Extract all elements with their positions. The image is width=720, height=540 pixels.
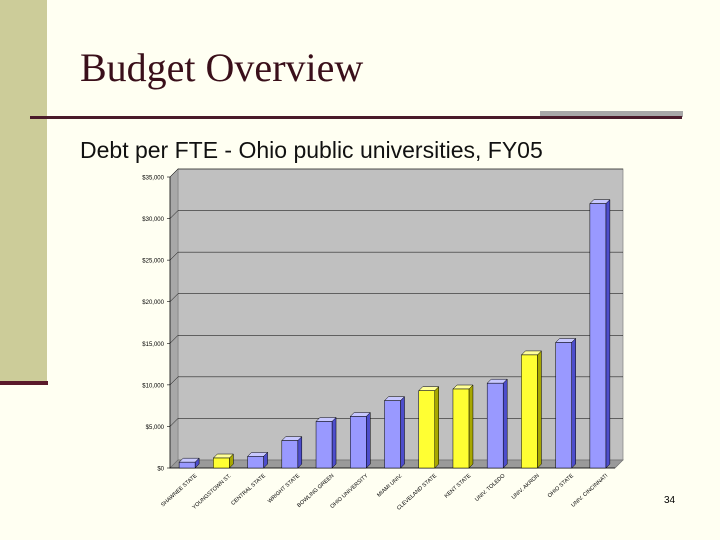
bar bbox=[247, 456, 264, 469]
bar bbox=[213, 457, 230, 469]
bar bbox=[555, 342, 572, 469]
gridline bbox=[169, 335, 623, 344]
x-tick-label: UNIV. AKRON bbox=[511, 473, 541, 501]
y-tick-label: $5,000 bbox=[146, 425, 165, 431]
x-tick-label: BOWLING GREEN bbox=[296, 473, 335, 509]
x-tick-label: UNIV. CINCINNATI bbox=[570, 473, 609, 509]
slide-sidebar bbox=[0, 0, 47, 384]
bar-side bbox=[605, 199, 611, 469]
y-tick-label: $30,000 bbox=[142, 217, 164, 223]
x-tick-label: KENT STATE bbox=[444, 473, 473, 500]
x-tick-label: OHIO STATE bbox=[547, 473, 575, 499]
sidebar-rule bbox=[0, 381, 48, 385]
bar-side bbox=[537, 350, 542, 469]
x-tick-label: UNIV. TOLEDO bbox=[474, 473, 507, 503]
bar bbox=[418, 390, 435, 469]
x-tick-label: CENTRAL STATE bbox=[230, 473, 267, 507]
bar-side bbox=[502, 378, 508, 469]
bar bbox=[178, 461, 196, 469]
bar-side bbox=[571, 337, 576, 469]
gridline bbox=[169, 251, 623, 261]
debt-per-fte-bar-chart: $0 $5,000 $10,000 $15,000 $20,000 $25,000 $30,… bbox=[142, 168, 624, 512]
bar-side bbox=[331, 416, 337, 469]
bar bbox=[589, 203, 607, 469]
x-tick-label: WRIGHT STATE bbox=[267, 473, 301, 505]
x-tick-label: OHIO UNIVERSITY bbox=[329, 473, 369, 510]
bar-side bbox=[366, 411, 371, 469]
y-tick-label: $35,000 bbox=[142, 176, 164, 182]
bar-side bbox=[297, 435, 303, 469]
bar bbox=[350, 416, 367, 469]
gridline bbox=[169, 168, 623, 178]
gridline bbox=[169, 293, 623, 302]
title-rule-accent bbox=[540, 111, 683, 117]
plot-side-wall bbox=[169, 168, 179, 469]
x-tick-label: YOUNGSTOWN ST. bbox=[192, 473, 234, 511]
y-tick-label: $15,000 bbox=[142, 342, 164, 348]
bar-side bbox=[400, 396, 405, 469]
bar bbox=[281, 440, 299, 469]
bar-side bbox=[468, 384, 474, 469]
x-tick-label: MIAMI UNIV. bbox=[376, 473, 404, 499]
gridline bbox=[169, 210, 623, 219]
bar bbox=[384, 400, 401, 469]
gridline bbox=[169, 376, 623, 386]
y-tick-label: $0 bbox=[157, 467, 164, 473]
bar bbox=[521, 354, 538, 469]
slide-subtitle: Debt per FTE - Ohio public universities,… bbox=[80, 137, 543, 163]
bar-side bbox=[434, 386, 439, 469]
bar bbox=[486, 382, 504, 469]
y-tick-label: $10,000 bbox=[142, 383, 164, 389]
page-number: 34 bbox=[664, 495, 676, 506]
bar bbox=[452, 388, 470, 469]
gridline bbox=[169, 418, 623, 427]
bar bbox=[315, 421, 333, 469]
x-tick-label: SHAWNEE STATE bbox=[160, 473, 198, 508]
y-tick-label: $25,000 bbox=[142, 259, 164, 265]
slide-title: Budget Overview bbox=[80, 45, 364, 90]
title-rule bbox=[30, 116, 682, 119]
y-tick-label: $20,000 bbox=[142, 300, 164, 306]
